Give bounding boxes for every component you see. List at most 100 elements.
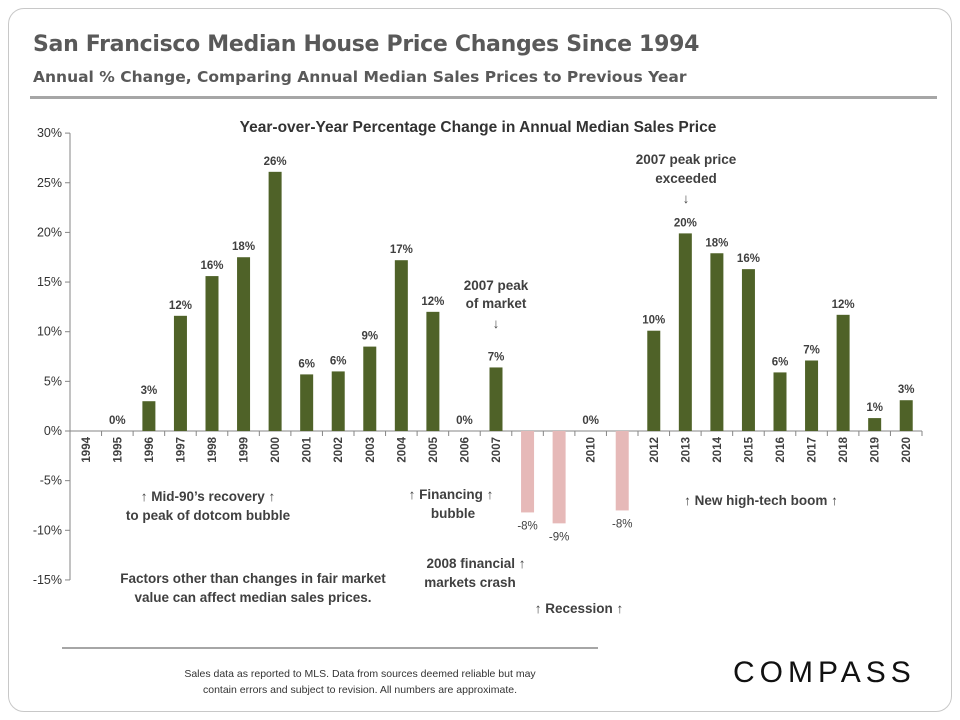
x-tick-label: 2019: [870, 437, 882, 463]
data-label-2006: 0%: [456, 415, 473, 427]
x-tick-label: 2010: [586, 437, 598, 463]
annotation-financing-2: bubble: [431, 506, 476, 521]
bar-2000: [268, 171, 282, 431]
bar-2015: [741, 269, 755, 431]
annotation-mid90-2: to peak of dotcom bubble: [126, 508, 291, 523]
annotation-exceeded-1: 2007 peak price: [636, 152, 737, 167]
x-tick-label: 2006: [459, 437, 471, 463]
data-label-2012: 10%: [642, 315, 665, 327]
arrow-down-icon: ↓: [493, 316, 500, 331]
annotation-2007-peak-1: 2007 peak: [464, 278, 529, 293]
x-tick-label: 2001: [302, 436, 314, 462]
x-tick-label: 1994: [81, 436, 93, 462]
annotation-crash-2: markets crash: [424, 575, 516, 590]
data-label-1997: 12%: [169, 300, 192, 312]
data-label-1999: 18%: [232, 241, 255, 253]
page-title: San Francisco Median House Price Changes…: [33, 32, 700, 57]
y-tick-label: -10%: [33, 523, 62, 537]
y-tick-label: 0%: [44, 424, 62, 438]
data-label-2010: 0%: [582, 415, 599, 427]
annotation-exceeded-2: exceeded: [655, 171, 717, 186]
y-tick-label: 10%: [37, 325, 62, 339]
annotation-crash-1: 2008 financial ↑: [426, 556, 525, 571]
bar-2013: [678, 233, 692, 431]
bar-2001: [300, 374, 314, 431]
compass-logo: COMPASS: [733, 656, 916, 689]
data-label-2017: 7%: [803, 344, 820, 356]
data-label-2001: 6%: [298, 358, 315, 370]
y-tick-label: 5%: [44, 374, 62, 388]
bar-1996: [142, 401, 156, 431]
y-tick-label: 30%: [37, 126, 62, 140]
bar-2014: [710, 253, 724, 431]
annotation-hightech: ↑ New high-tech boom ↑: [684, 493, 838, 508]
bar-2004: [394, 260, 408, 431]
bar-2016: [773, 372, 787, 431]
bar-2011: [615, 431, 629, 511]
data-label-2020: 3%: [898, 384, 915, 396]
arrow-down-icon: ↓: [683, 191, 690, 206]
x-tick-label: 2015: [743, 436, 755, 462]
x-tick-label: 1997: [175, 437, 187, 463]
bar-2009: [552, 431, 566, 524]
footer-line-2: contain errors and subject to revision. …: [203, 684, 517, 696]
annotation-recession: ↑ Recession ↑: [535, 601, 624, 616]
footer-disclaimer: Sales data as reported to MLS. Data from…: [140, 666, 580, 698]
bar-2003: [363, 346, 377, 431]
chart-title: Year-over-Year Percentage Change in Annu…: [240, 119, 717, 136]
x-tick-label: 2005: [428, 436, 440, 462]
y-tick-label: -15%: [33, 573, 62, 587]
annotation-factors-2: value can affect median sales prices.: [134, 590, 371, 605]
x-tick-label: 2013: [680, 437, 692, 463]
x-tick-label: 2004: [396, 436, 408, 462]
x-tick-label: 1996: [144, 437, 156, 463]
data-label-2002: 6%: [330, 355, 347, 367]
x-tick-label: 2000: [270, 437, 282, 463]
data-label-2013: 20%: [674, 217, 697, 229]
x-tick-label: 2002: [333, 437, 345, 463]
data-label-2009: -9%: [549, 531, 569, 543]
bar-1998: [205, 276, 219, 431]
data-label-1995: 0%: [109, 415, 126, 427]
x-tick-label: 2012: [649, 437, 661, 463]
header-divider: [30, 96, 937, 99]
bar-1999: [237, 257, 251, 431]
x-tick-label: 2003: [365, 437, 377, 463]
data-label-1996: 3%: [141, 385, 158, 397]
data-label-1998: 16%: [200, 260, 223, 272]
annotation-financing-1: ↑ Financing ↑: [409, 487, 494, 502]
data-label-2004: 17%: [390, 244, 413, 256]
annotation-factors-1: Factors other than changes in fair marke…: [120, 571, 386, 586]
data-label-2011: -8%: [612, 518, 632, 530]
data-label-2016: 6%: [772, 356, 789, 368]
annotation-2007-peak-2: of market: [466, 296, 527, 311]
bar-2017: [805, 360, 819, 431]
x-tick-label: 2016: [775, 437, 787, 463]
bar-2005: [426, 311, 440, 431]
x-tick-label: 1998: [207, 436, 219, 462]
bar-2018: [836, 314, 850, 431]
bar-2007: [489, 367, 503, 431]
annotation-mid90-1: ↑ Mid-90’s recovery ↑: [141, 489, 276, 504]
x-tick-label: 1999: [239, 437, 251, 463]
data-label-2005: 12%: [421, 296, 444, 308]
bar-2008: [521, 431, 535, 513]
x-tick-label: 2020: [901, 437, 913, 463]
x-tick-label: 1995: [112, 436, 124, 462]
footer-line-1: Sales data as reported to MLS. Data from…: [184, 668, 536, 680]
bar-2012: [647, 330, 661, 431]
footer-divider: [62, 647, 598, 649]
data-label-2003: 9%: [361, 331, 378, 343]
y-tick-label: 25%: [37, 176, 62, 190]
bar-2020: [899, 400, 913, 431]
data-label-2015: 16%: [737, 253, 760, 265]
y-tick-label: -5%: [40, 474, 62, 488]
data-label-2007: 7%: [488, 351, 505, 363]
data-label-2014: 18%: [705, 237, 728, 249]
page-subtitle: Annual % Change, Comparing Annual Median…: [33, 68, 687, 86]
x-tick-label: 2014: [712, 436, 724, 462]
y-tick-label: 15%: [37, 275, 62, 289]
bar-2019: [868, 418, 882, 431]
data-label-2018: 12%: [832, 299, 855, 311]
